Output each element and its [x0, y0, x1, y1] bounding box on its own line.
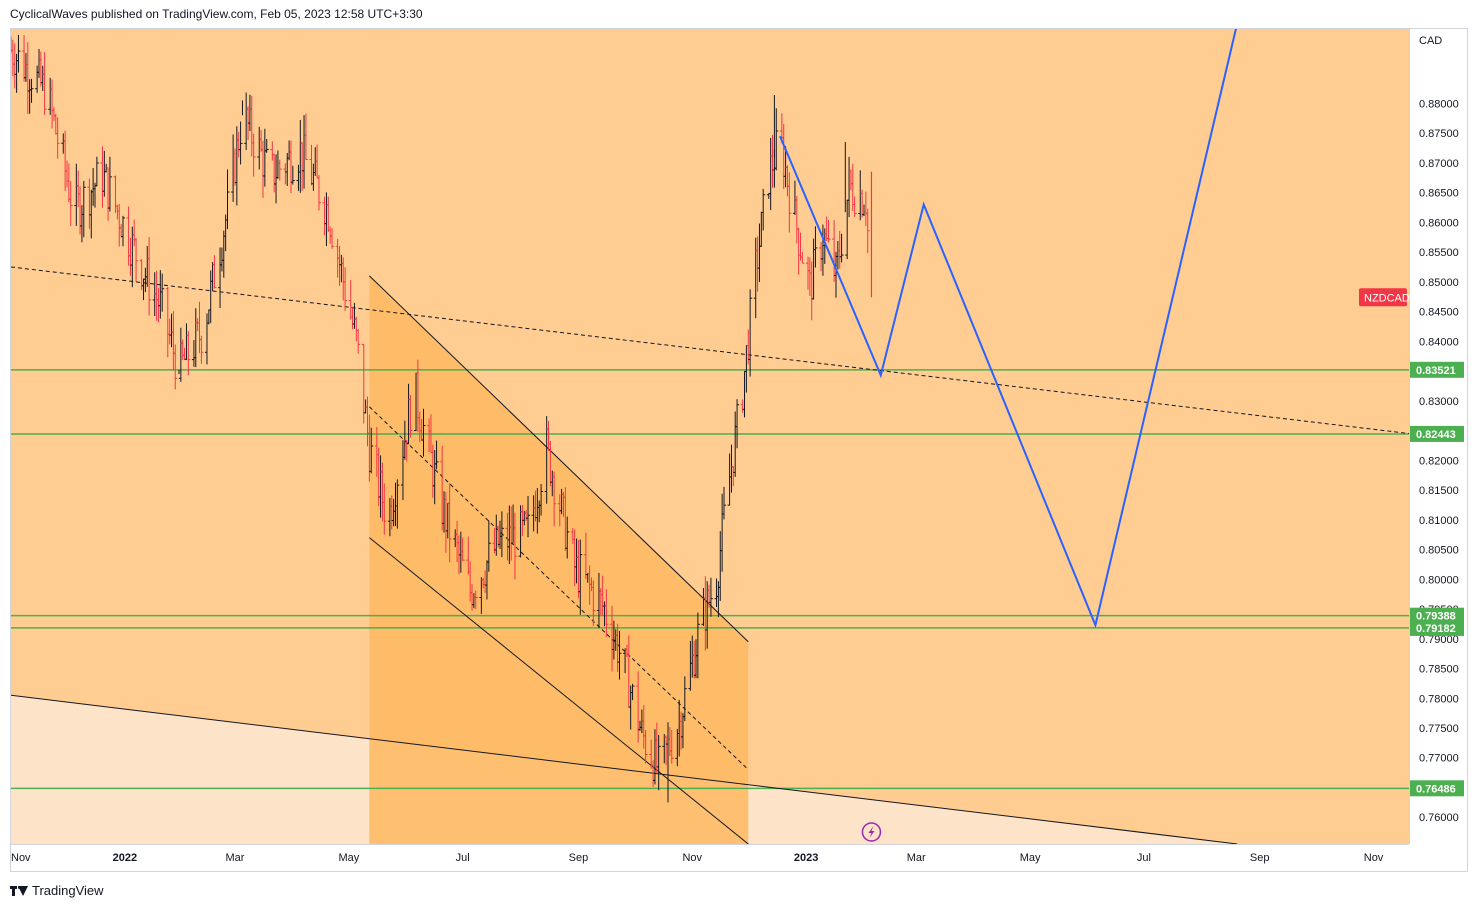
- forecast-path: [779, 29, 1237, 629]
- price-tick-label: 0.84000: [1419, 336, 1459, 348]
- price-tick-label: 0.80500: [1419, 545, 1459, 557]
- price-tick-label: 0.79000: [1419, 634, 1459, 646]
- symbol-badge: [1359, 288, 1407, 307]
- lower-zone: [11, 695, 1409, 844]
- price-tick-label: 0.83000: [1419, 396, 1459, 408]
- published-header: CyclicalWaves published on TradingView.c…: [10, 7, 423, 21]
- price-tick-label: 0.88000: [1419, 98, 1459, 110]
- level-price-badge: [1410, 361, 1464, 378]
- time-tick-label: Sep: [569, 852, 589, 864]
- tradingview-footer[interactable]: TradingView: [10, 883, 104, 898]
- price-tick-label: 0.86000: [1419, 217, 1459, 229]
- time-tick-label: Nov: [11, 852, 31, 864]
- price-tick-label: 0.78500: [1419, 664, 1459, 676]
- level-price-badge: [1410, 425, 1464, 442]
- tradingview-logo-icon: [10, 885, 28, 896]
- price-tick-label: 0.85000: [1419, 277, 1459, 289]
- level-price-badge: [1410, 619, 1464, 636]
- channel-lower-line: [369, 537, 750, 844]
- channel-fill: [369, 275, 749, 844]
- price-tick-label: 0.85500: [1419, 247, 1459, 259]
- channel-upper-line: [369, 275, 749, 643]
- time-axis: [11, 844, 1467, 871]
- price-tick-label: 0.81000: [1419, 515, 1459, 527]
- price-tick-label: 0.81500: [1419, 485, 1459, 497]
- time-tick-label: Nov: [682, 852, 702, 864]
- time-tick-label: Mar: [907, 852, 926, 864]
- level-price-badge: [1410, 607, 1464, 624]
- time-tick-label: Jul: [456, 852, 470, 864]
- ohlc-bars: [11, 34, 873, 803]
- price-tick-label: 0.80000: [1419, 574, 1459, 586]
- price-tick-label: 0.82000: [1419, 455, 1459, 467]
- price-tick-label: 0.84500: [1419, 307, 1459, 319]
- level-price-badge: [1410, 780, 1464, 797]
- currency-label: CAD: [1419, 35, 1442, 47]
- price-tick-label: 0.78000: [1419, 693, 1459, 705]
- price-tick-label: 0.87000: [1419, 158, 1459, 170]
- price-tick-label: 0.77500: [1419, 723, 1459, 735]
- time-tick-label: Jul: [1137, 852, 1151, 864]
- price-tick-label: 0.76000: [1419, 812, 1459, 824]
- price-tick-label: 0.86500: [1419, 188, 1459, 200]
- price-tick-label: 0.77000: [1419, 753, 1459, 765]
- flash-icon: [861, 822, 882, 842]
- time-tick-label: Sep: [1250, 852, 1270, 864]
- plot-area: [11, 29, 1409, 844]
- price-axis: [1409, 29, 1467, 871]
- time-tick-label: Mar: [226, 852, 245, 864]
- time-tick-label: May: [338, 852, 359, 864]
- time-tick-label: 2023: [794, 852, 818, 864]
- level-price-label: 0.83521: [1416, 365, 1456, 377]
- tradingview-brand: TradingView: [32, 883, 104, 898]
- level-price-label: 0.79182: [1416, 623, 1456, 635]
- time-tick-label: May: [1020, 852, 1041, 864]
- symbol-label: NZDCAD: [1364, 292, 1410, 304]
- price-tick-label: 0.87500: [1419, 128, 1459, 140]
- chart-panel[interactable]: CAD0.760000.765000.770000.775000.780000.…: [10, 28, 1468, 872]
- price-chart[interactable]: CAD0.760000.765000.770000.775000.780000.…: [11, 29, 1467, 871]
- level-price-label: 0.76486: [1416, 783, 1456, 795]
- level-price-label: 0.82443: [1416, 429, 1456, 441]
- level-price-label: 0.79388: [1416, 611, 1456, 623]
- time-tick-label: Nov: [1364, 852, 1384, 864]
- time-tick-label: 2022: [113, 852, 137, 864]
- long-dashed-trendline: [11, 266, 1409, 435]
- lower-trendline: [11, 694, 1238, 844]
